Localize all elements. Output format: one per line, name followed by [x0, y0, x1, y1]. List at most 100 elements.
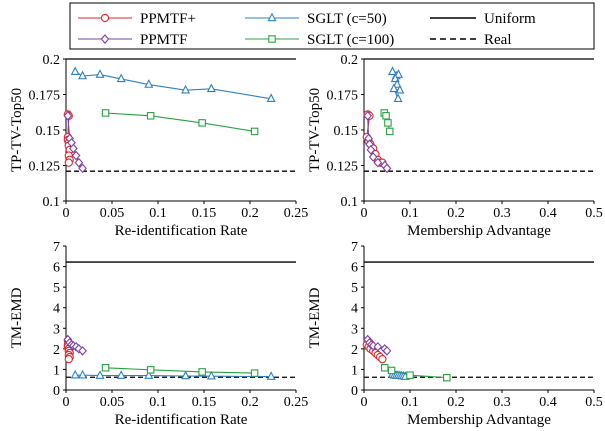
series-sglt-c-100: [101, 109, 259, 136]
y-tick-label: 0.125: [327, 160, 359, 175]
series-line: [105, 112, 255, 132]
data-point: [388, 66, 398, 76]
data-point: [363, 110, 373, 121]
x-tick-label: 0.1: [149, 206, 167, 221]
legend-marker: [100, 13, 110, 23]
data-point: [70, 66, 80, 76]
y-tick-label: 1: [53, 363, 60, 378]
data-point: [144, 79, 154, 88]
series-line: [74, 71, 272, 100]
data-point: [266, 371, 276, 380]
data-point: [198, 368, 206, 376]
legend-label: SGLT (c=100): [307, 32, 394, 48]
data-point: [393, 69, 404, 78]
series-line: [105, 367, 255, 374]
x-tick-label: 0.5: [585, 206, 603, 221]
y-tick-label: 0.125: [29, 160, 61, 175]
data-point: [78, 346, 87, 356]
y-tick-label: 0.1: [43, 195, 61, 210]
y-tick-label: 0.15: [36, 124, 61, 139]
data-point: [250, 369, 259, 377]
x-tick-label: 0: [361, 206, 368, 221]
y-tick-label: 0.175: [327, 89, 359, 104]
legend-item-ppmtf: PPMTF: [78, 32, 188, 48]
y-tick-label: 6: [351, 261, 358, 276]
series-sglt-c-100: [380, 109, 394, 136]
x-tick-label: 0.4: [539, 206, 557, 221]
x-tick-label: 0.5: [585, 395, 603, 410]
series-sglt-c-100: [380, 364, 451, 382]
x-tick-label: 0.2: [241, 206, 259, 221]
data-point: [64, 158, 73, 167]
data-point: [373, 341, 383, 352]
series-ppmtf: [63, 334, 87, 356]
y-tick-label: 0.15: [334, 124, 359, 139]
series-line: [75, 374, 272, 378]
data-point: [95, 69, 105, 78]
y-axis-label: TP-TV-Top50: [9, 88, 25, 172]
series-sglt-c-100: [101, 364, 259, 377]
x-tick-label: 0.25: [284, 206, 309, 221]
y-tick-label: 0.2: [341, 53, 359, 68]
data-point: [386, 127, 394, 136]
legend-marker: [268, 35, 276, 43]
y-tick-label: 2: [53, 343, 60, 358]
x-axis-label: Re-identification Rate: [115, 412, 248, 428]
x-tick-label: 0.1: [401, 395, 419, 410]
x-tick-label: 0: [63, 395, 70, 410]
series-sglt-c-50: [70, 66, 276, 103]
data-point: [95, 370, 105, 379]
x-axis-label: Membership Advantage: [407, 412, 551, 428]
data-point: [206, 370, 216, 380]
data-point: [206, 83, 216, 93]
data-point: [198, 119, 206, 127]
legend-item-uniform: Uniform: [430, 11, 536, 27]
legend-label: Uniform: [484, 11, 536, 27]
series-ppmtf: [363, 334, 392, 356]
data-point: [70, 369, 80, 379]
data-point: [74, 157, 84, 168]
y-axis-label: TM-EMD: [307, 287, 323, 348]
legend-item-ppmtf: PPMTF+: [78, 11, 196, 27]
series-ppmtf: [63, 110, 87, 174]
x-tick-label: 0.15: [192, 206, 217, 221]
x-tick-label: 0.2: [241, 395, 259, 410]
legend-item-real: Real: [430, 32, 512, 48]
y-tick-label: 2: [351, 343, 358, 358]
y-tick-label: 0: [53, 384, 60, 399]
data-point: [116, 73, 126, 83]
data-point: [368, 152, 378, 162]
data-point: [395, 84, 405, 94]
data-point: [144, 370, 154, 379]
x-axis-label: Re-identification Rate: [115, 223, 248, 239]
panel-3: 0 1 2 3 4 5 6 7 0 0.05 0.1 0.15 0.2 0.25 Re-identifica…: [9, 240, 308, 428]
data-point: [181, 84, 191, 94]
data-point: [146, 112, 155, 120]
y-tick-label: 4: [53, 302, 60, 317]
y-tick-label: 6: [53, 261, 60, 276]
legend-item-sglt-c-100: SGLT (c=100): [245, 32, 394, 48]
legend-label: SGLT (c=50): [307, 11, 387, 27]
legend-marker: [267, 12, 277, 22]
y-axis-label: TP-TV-Top50: [307, 88, 323, 172]
data-point: [406, 371, 414, 379]
data-point: [181, 370, 191, 380]
x-tick-label: 0.1: [149, 395, 167, 410]
legend-label: PPMTF+: [140, 11, 196, 27]
data-point: [78, 70, 88, 80]
data-point: [266, 93, 276, 103]
data-point: [64, 354, 73, 364]
x-tick-label: 0: [63, 206, 70, 221]
data-point: [382, 346, 392, 356]
y-tick-label: 0.2: [43, 53, 61, 68]
legend: PPMTF+ SGLT (c=50) Uniform PPMTF SGLT (c=100…: [69, 2, 595, 50]
data-point: [78, 369, 88, 379]
legend-item-sglt-c-50: SGLT (c=50): [245, 11, 387, 27]
data-point: [69, 143, 78, 154]
x-tick-label: 0.2: [447, 206, 465, 221]
y-tick-label: 7: [53, 240, 60, 255]
data-point: [250, 127, 259, 136]
